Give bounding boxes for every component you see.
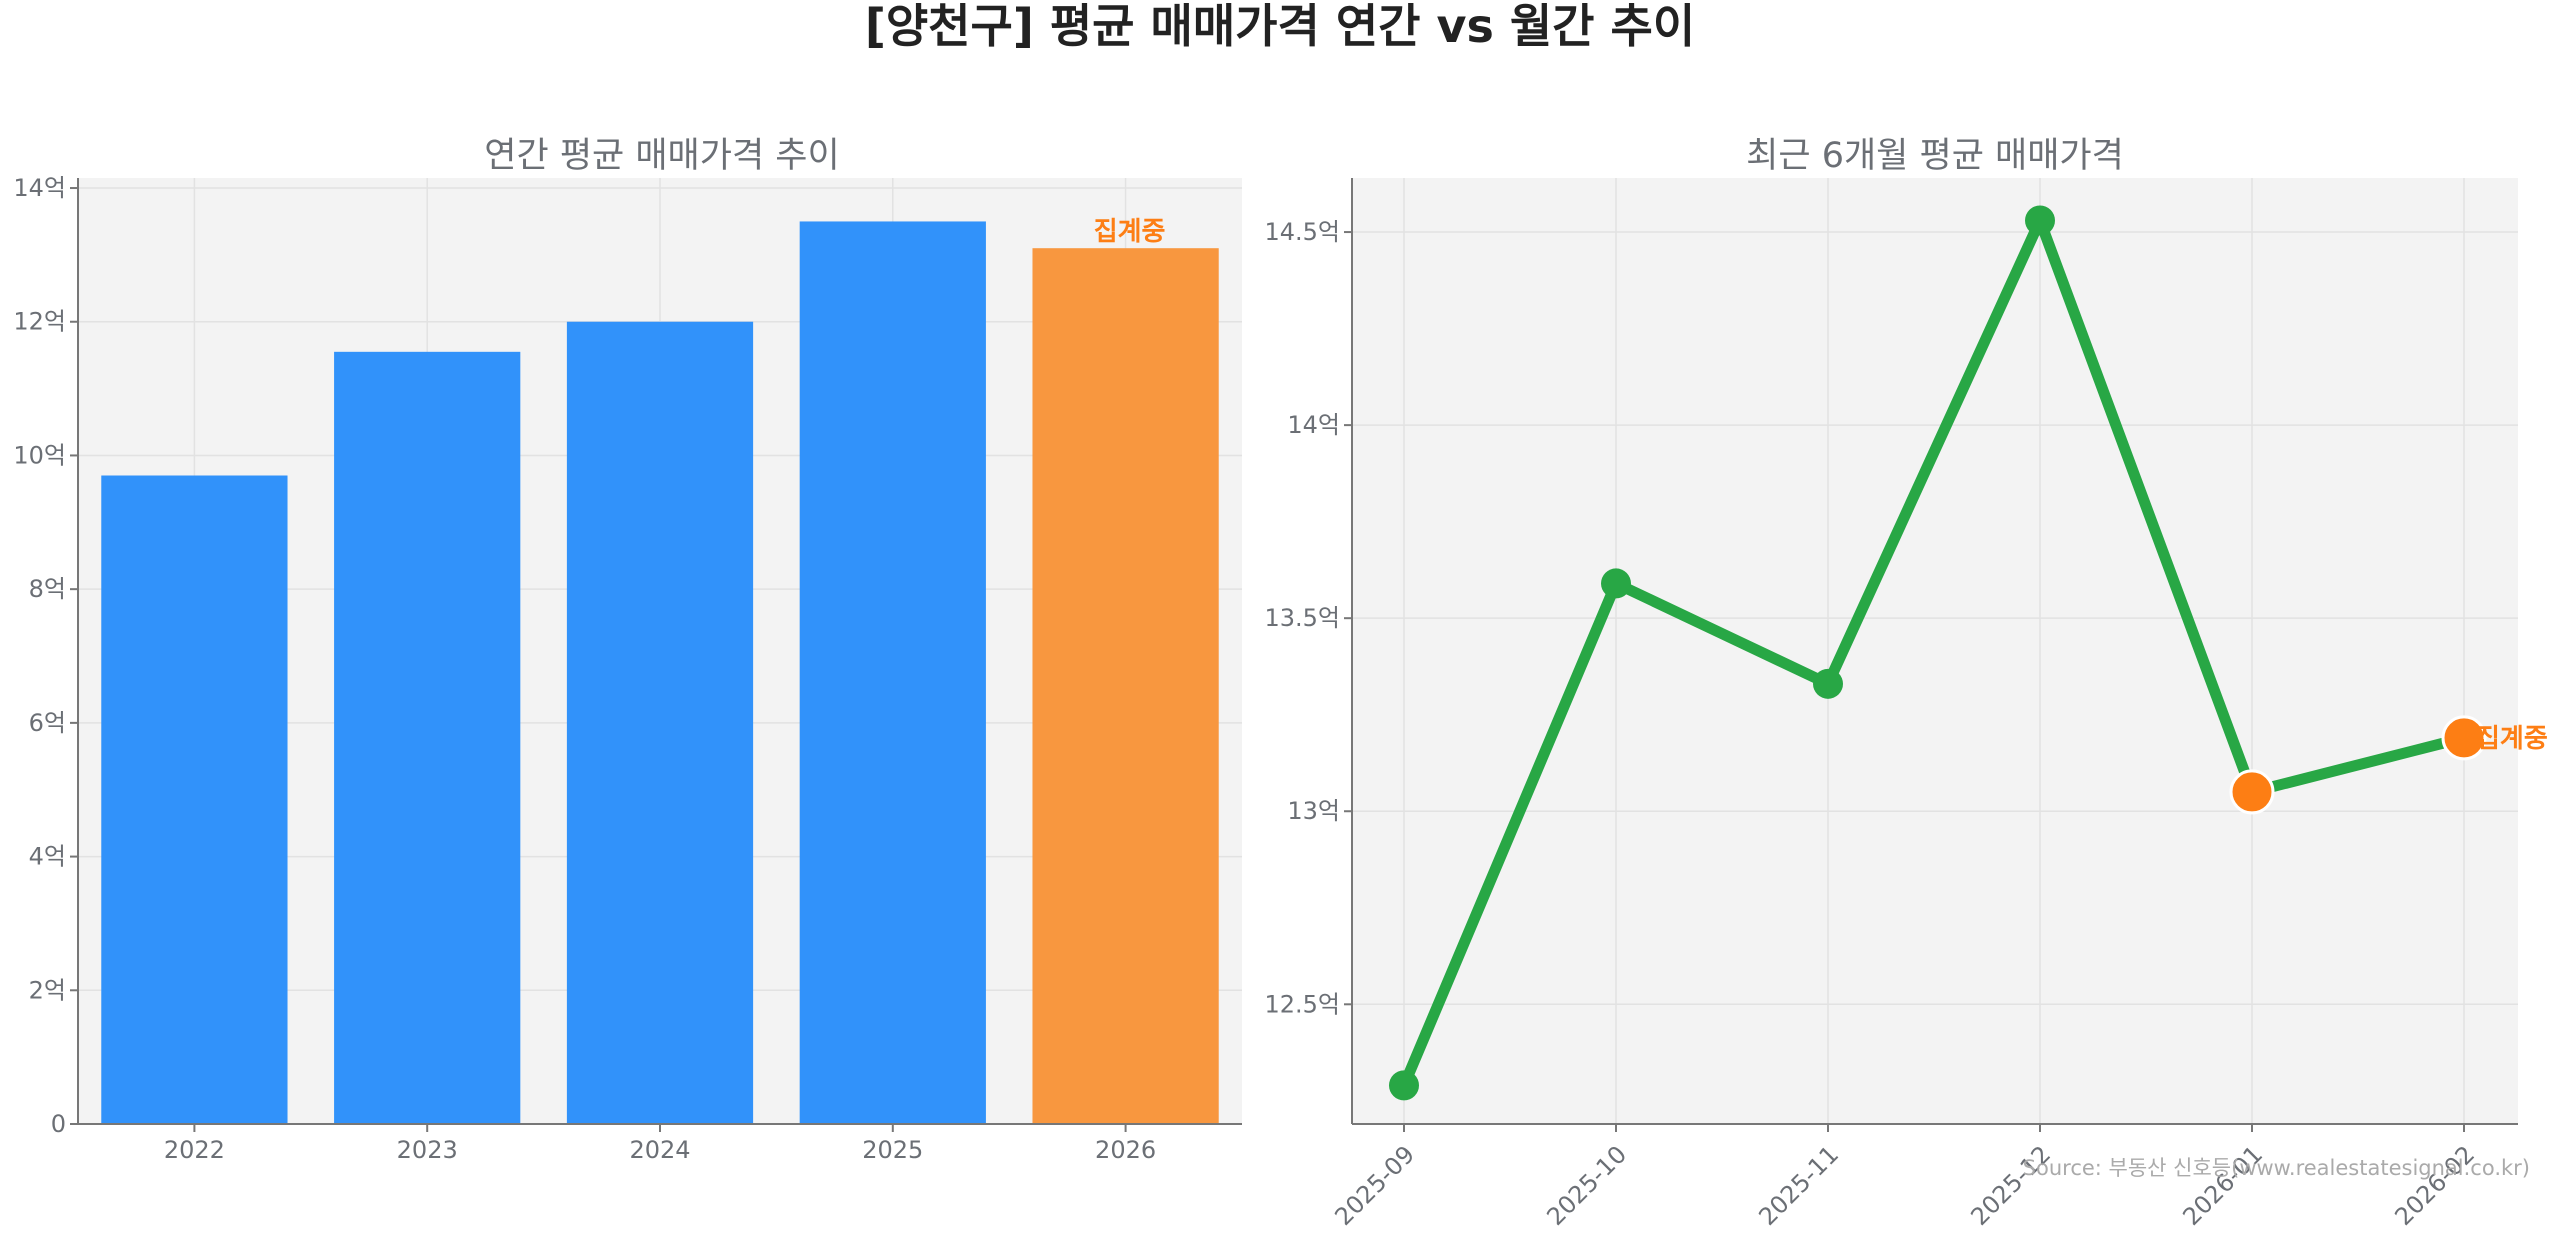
point-2025-11 — [1813, 668, 1843, 699]
x-tick-label: 2026 — [1095, 1136, 1156, 1164]
y-tick-label: 2억 — [29, 976, 66, 1004]
pending-label: 집계중 — [1094, 217, 1166, 247]
plot-area — [1352, 178, 2518, 1124]
point-2026-01 — [2229, 769, 2275, 815]
point-2025-10 — [1601, 568, 1631, 599]
point-2026-02 — [2441, 715, 2487, 761]
y-tick-label: 8억 — [29, 575, 66, 603]
y-tick-label: 14.5억 — [1264, 218, 1340, 246]
x-tick-label: 2025 — [862, 1136, 923, 1164]
x-tick-label: 2023 — [397, 1136, 458, 1164]
y-tick-label: 13억 — [1287, 797, 1340, 825]
pending-label: 집계중 — [2476, 724, 2548, 754]
x-tick-label: 2025-10 — [1541, 1140, 1632, 1231]
point-2025-09 — [1389, 1070, 1419, 1101]
series-line — [1398, 214, 2470, 1091]
x-tick-label: 2026-01 — [2177, 1140, 2268, 1231]
x-tick-label: 2022 — [164, 1136, 225, 1164]
annual-chart-title: 연간 평균 매매가격 추이 — [484, 136, 839, 176]
figure-title: [양천구] 평균 매매가격 연간 vs 월간 추이 — [865, 0, 1695, 53]
bar-2022 — [101, 475, 288, 1124]
x-tick-label: 2025-11 — [1753, 1140, 1844, 1231]
y-tick-label: 12.5억 — [1264, 990, 1340, 1018]
y-tick-label: 4억 — [29, 843, 66, 871]
bar-2025 — [799, 221, 986, 1125]
y-tick-label: 0 — [51, 1110, 66, 1138]
y-tick-label: 10억 — [13, 441, 66, 469]
bar-2023 — [334, 351, 521, 1124]
annual-bar-chart: 연간 평균 매매가격 추이 0 2억 4억 6억 8억 10억 12억 14억 2022 2023… — [13, 136, 1242, 1164]
x-tick-label: 2025-12 — [1965, 1140, 2056, 1231]
y-tick-label: 14억 — [13, 174, 66, 202]
y-tick-label: 12억 — [13, 308, 66, 336]
bar-2026 — [1032, 248, 1219, 1124]
x-tick-label: 2026-02 — [2389, 1140, 2480, 1231]
y-tick-label: 6억 — [29, 709, 66, 737]
x-tick-label: 2025-09 — [1329, 1140, 1420, 1231]
source-caption: Source: 부동산 신호등(www.realestatesignal.co.… — [2023, 1156, 2530, 1180]
monthly-chart-title: 최근 6개월 평균 매매가격 — [1746, 136, 2124, 176]
y-tick-label: 14억 — [1287, 411, 1340, 439]
x-tick-label: 2024 — [629, 1136, 690, 1164]
point-2025-12 — [2025, 205, 2055, 236]
bar-2024 — [566, 321, 754, 1124]
y-tick-label: 13.5억 — [1264, 604, 1340, 632]
